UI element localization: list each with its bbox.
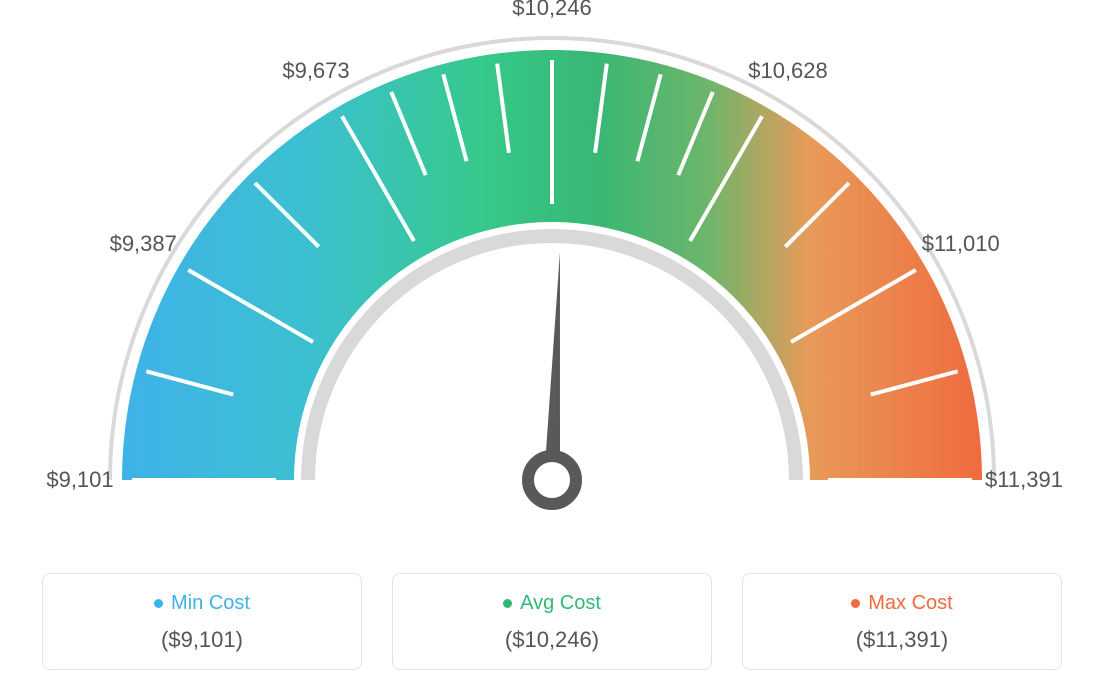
gauge-tick-label: $9,673: [282, 58, 349, 84]
legend-card-max: Max Cost ($11,391): [742, 573, 1062, 670]
gauge-hub: [528, 456, 576, 504]
dot-icon: [503, 599, 512, 608]
legend-avg-value: ($10,246): [403, 627, 701, 653]
gauge-chart: $9,101 $9,387 $9,673 $10,246 $10,628 $11,010 $…: [0, 0, 1104, 540]
gauge-tick-label: $11,010: [922, 231, 1000, 257]
legend-max-value: ($11,391): [753, 627, 1051, 653]
gauge-tick-label: $10,246: [512, 0, 592, 21]
gauge-tick-label: $10,628: [748, 58, 828, 84]
legend-max-title: Max Cost: [868, 592, 952, 615]
legend-min-title: Min Cost: [171, 592, 250, 615]
gauge-tick-label: $9,101: [46, 467, 113, 493]
legend-card-avg: Avg Cost ($10,246): [392, 573, 712, 670]
legend-card-min: Min Cost ($9,101): [42, 573, 362, 670]
dot-icon: [851, 599, 860, 608]
gauge-needle: [544, 252, 560, 480]
dot-icon: [154, 599, 163, 608]
gauge-svg: [0, 0, 1104, 540]
legend-row: Min Cost ($9,101) Avg Cost ($10,246) Max…: [0, 573, 1104, 670]
legend-avg-title: Avg Cost: [520, 592, 601, 615]
gauge-tick-label: $11,391: [985, 467, 1063, 493]
legend-min-value: ($9,101): [53, 627, 351, 653]
gauge-tick-label: $9,387: [110, 231, 177, 257]
